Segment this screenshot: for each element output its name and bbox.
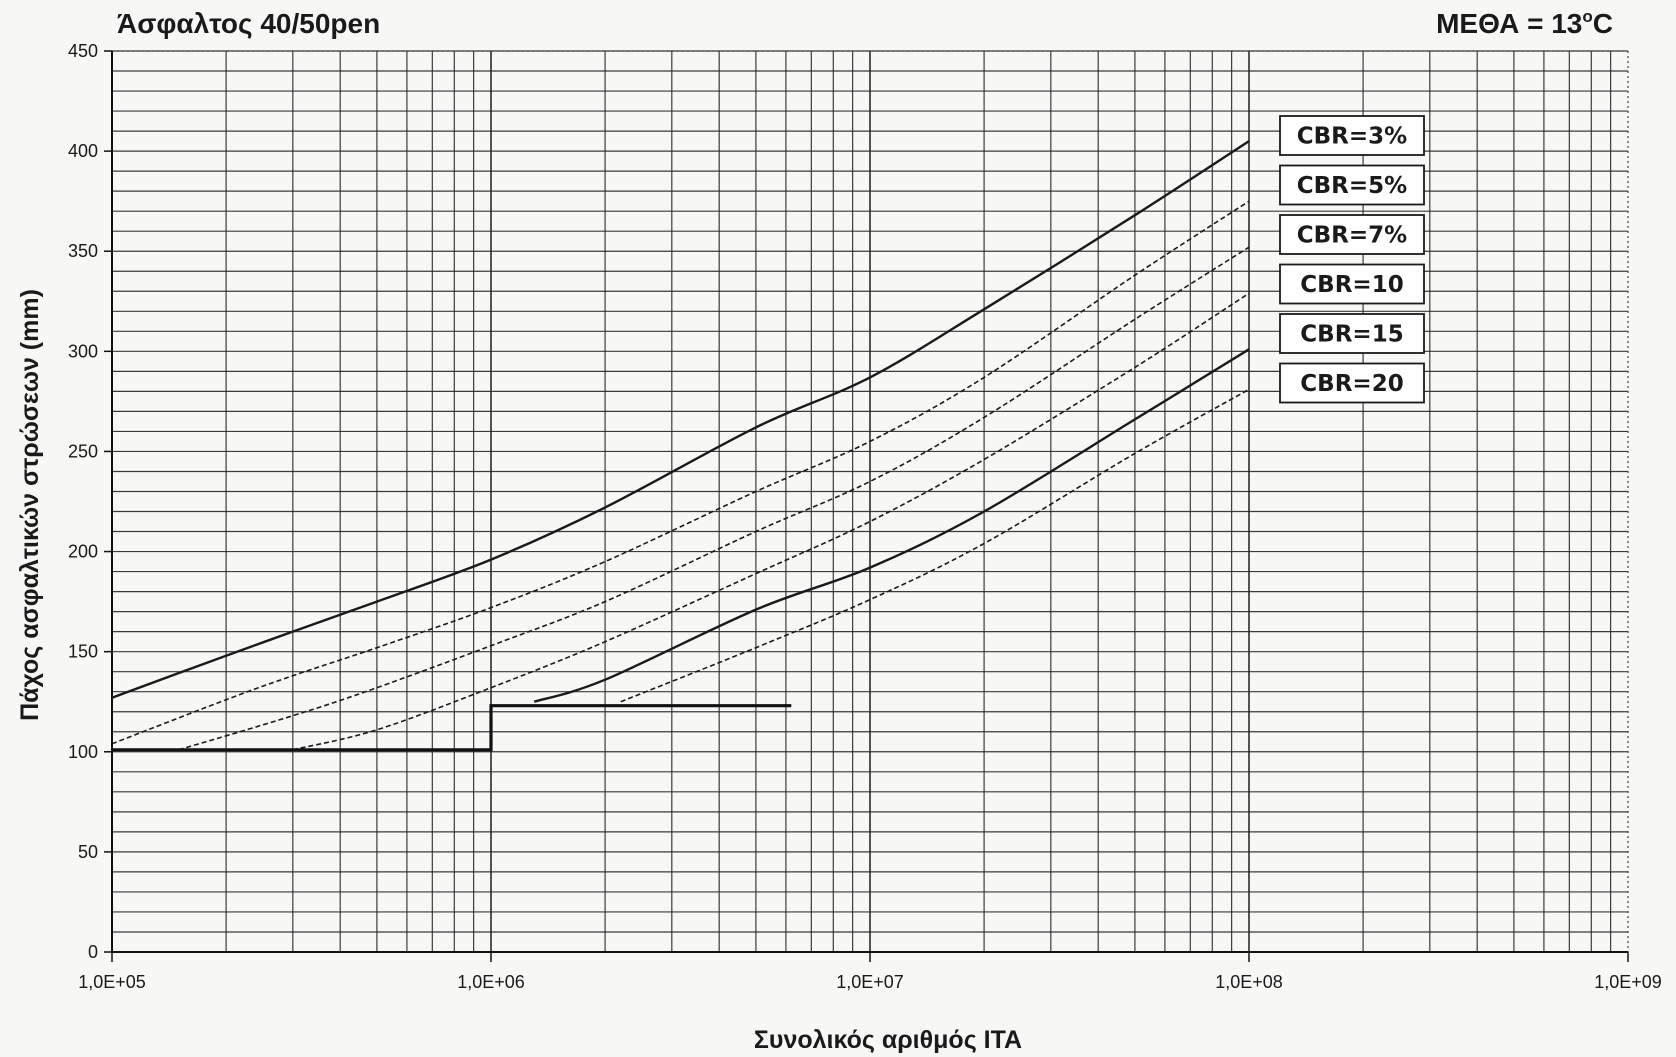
y-tick-label: 100 bbox=[68, 742, 98, 762]
y-tick-label: 200 bbox=[68, 542, 98, 562]
subtitle-sup: o bbox=[1582, 7, 1592, 26]
legend-box bbox=[1279, 313, 1425, 354]
legend-box bbox=[1279, 115, 1425, 156]
legend-box bbox=[1279, 164, 1425, 206]
y-tick-label: 350 bbox=[68, 241, 98, 261]
series-line-cbr-2 bbox=[111, 200, 1250, 745]
series-line-cbr-3 bbox=[178, 246, 1250, 751]
y-tick-label: 50 bbox=[78, 842, 98, 862]
x-tick-label: 1,0E+07 bbox=[836, 972, 904, 992]
y-tick-label: 300 bbox=[68, 341, 98, 361]
minimum-thickness-line bbox=[112, 704, 792, 752]
y-tick-label: 250 bbox=[68, 441, 98, 461]
series-lines bbox=[111, 140, 1250, 752]
legend-label: CBR=5% bbox=[1297, 173, 1407, 199]
legend: CBR=3% CBR=5% CBR=7% CBR=10 CBR=15 CBR=20 bbox=[1279, 115, 1425, 404]
x-axis-label: Συνολικός αριθμός ΙΤΑ bbox=[754, 1026, 1022, 1054]
legend-label: CBR=3% bbox=[1297, 124, 1407, 150]
x-tick-label: 1,0E+05 bbox=[78, 972, 146, 992]
y-tick-label: 400 bbox=[68, 141, 98, 161]
legend-label: CBR=20 bbox=[1300, 371, 1403, 397]
x-tick-label: 1,0E+06 bbox=[457, 972, 525, 992]
x-tick-label: 1,0E+09 bbox=[1594, 972, 1662, 992]
chart-title: Άσφαλτος 40/50pen bbox=[117, 8, 380, 39]
y-axis-label: Πάχος ασφαλτικών στρώσεων (mm) bbox=[16, 289, 44, 721]
series-line-cbr-4 bbox=[292, 292, 1250, 751]
y-tick-label: 150 bbox=[68, 642, 98, 662]
legend-label: CBR=7% bbox=[1297, 223, 1407, 249]
series-line-cbr-5 bbox=[533, 348, 1250, 703]
tick-labels: 0 50 100 150 200 250 300 350 400 450 1,0E+05 1,0E+0… bbox=[68, 41, 1662, 992]
subtitle-prefix: ΜΕΘΑ = 13 bbox=[1436, 8, 1582, 39]
chart-subtitle: ΜΕΘΑ = 13oC bbox=[1436, 7, 1613, 39]
y-tick-label: 0 bbox=[88, 942, 98, 962]
series-line-cbr-6 bbox=[620, 388, 1250, 703]
series-line-cbr-1 bbox=[111, 140, 1250, 699]
legend-box bbox=[1279, 214, 1425, 255]
legend-label: CBR=10 bbox=[1300, 272, 1403, 298]
y-tick-label: 450 bbox=[68, 41, 98, 61]
x-tick-label: 1,0E+08 bbox=[1215, 972, 1283, 992]
legend-label: CBR=15 bbox=[1300, 322, 1403, 348]
legend-box bbox=[1279, 362, 1425, 404]
legend-box bbox=[1279, 263, 1425, 305]
subtitle-suffix: C bbox=[1593, 8, 1613, 39]
